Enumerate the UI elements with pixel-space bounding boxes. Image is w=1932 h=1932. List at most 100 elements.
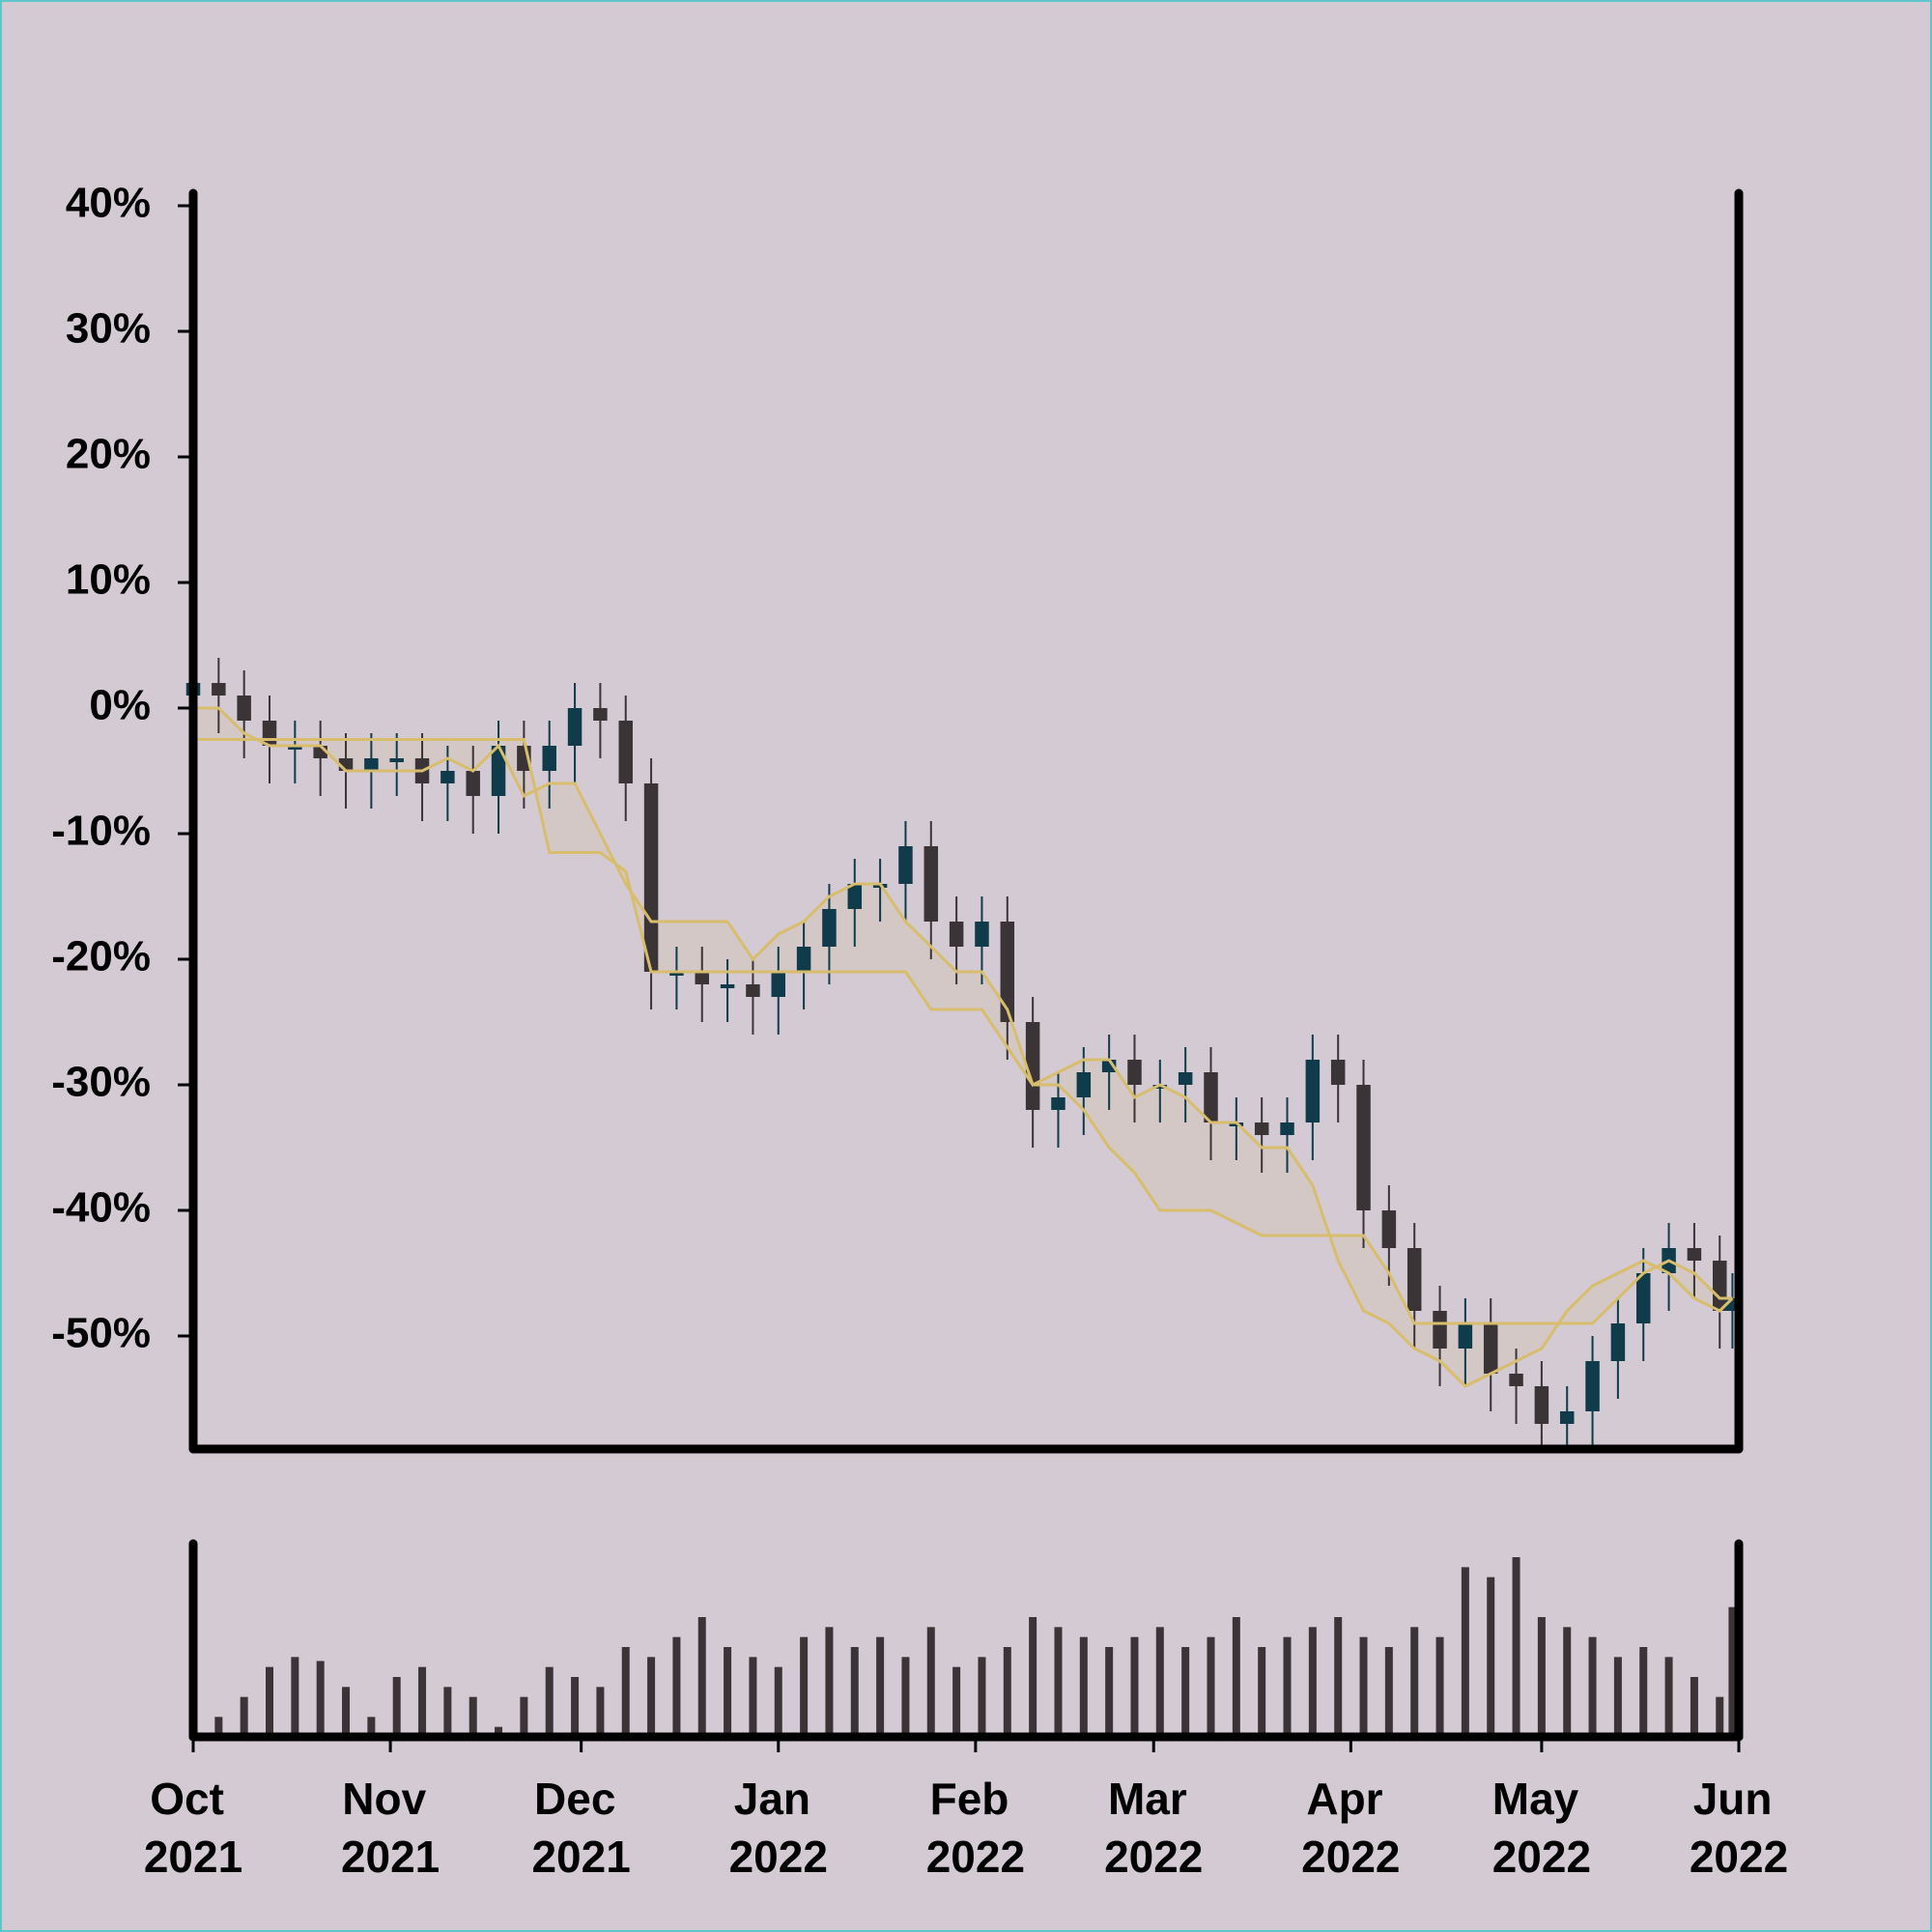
volume-bar <box>1690 1677 1698 1737</box>
candle-body <box>898 846 913 884</box>
volume-bar <box>266 1666 274 1737</box>
candle-body <box>1534 1386 1549 1424</box>
volume-bar <box>1258 1647 1266 1737</box>
volume-bar <box>901 1657 910 1737</box>
volume-bar <box>469 1696 477 1737</box>
candle-body <box>1483 1323 1498 1374</box>
candle-body <box>975 922 989 947</box>
candle-body <box>1585 1361 1600 1411</box>
candle-body <box>1559 1411 1575 1424</box>
volume-bar <box>1588 1636 1597 1737</box>
volume-bar <box>1079 1636 1088 1737</box>
volume-bar <box>596 1687 605 1737</box>
candle-body <box>1051 1097 1065 1110</box>
candle-body <box>212 683 226 696</box>
volume-bar <box>316 1661 325 1737</box>
x-tick-label: Feb 2022 <box>926 1774 1025 1882</box>
volume-bar <box>1359 1636 1368 1737</box>
volume-bar <box>1384 1647 1393 1737</box>
candle-body <box>720 984 735 988</box>
candle-body <box>1509 1374 1523 1386</box>
volume-bar <box>1563 1627 1572 1737</box>
y-tick-label: 10% <box>66 556 151 604</box>
candle-body <box>822 909 837 947</box>
volume-bar <box>1207 1636 1215 1737</box>
candle-body <box>593 708 608 721</box>
candle-body <box>618 721 633 783</box>
volume-bar <box>1003 1647 1011 1737</box>
volume-bar <box>495 1726 503 1737</box>
volume-bar <box>1728 1606 1737 1737</box>
candle-body <box>1025 1022 1040 1110</box>
volume-bar <box>520 1696 528 1737</box>
volume-bar <box>774 1666 782 1737</box>
x-tick-label: Jan 2022 <box>729 1774 828 1882</box>
candle-body <box>567 708 582 746</box>
y-tick-label: 30% <box>66 305 151 353</box>
volume-bar <box>1512 1557 1520 1737</box>
volume-bar <box>545 1666 554 1737</box>
candle-body <box>746 984 760 997</box>
volume-bar <box>214 1717 223 1737</box>
plot-area: 40% 30% 20% 10% 0% -10% -20% -30% -40% -50% Oct 20… <box>51 180 1788 1883</box>
candle-body <box>1458 1323 1473 1349</box>
candle-body <box>288 746 302 750</box>
volume-bar <box>443 1687 452 1737</box>
indicator-line <box>193 738 1733 1325</box>
candle-body <box>1204 1072 1218 1122</box>
volume-bar <box>1639 1647 1648 1737</box>
candle-body <box>1433 1311 1447 1349</box>
x-tick-label: Oct 2021 <box>144 1774 242 1882</box>
volume-bar <box>342 1687 351 1737</box>
volume-bar <box>1130 1636 1139 1737</box>
candle-body <box>389 758 404 762</box>
volume-bar <box>1232 1617 1240 1737</box>
candle-body <box>1076 1072 1092 1097</box>
x-tick-label: Dec 2021 <box>531 1774 630 1882</box>
volume-bar <box>392 1677 401 1737</box>
y-tick-label: -10% <box>51 808 151 855</box>
volume-bar <box>291 1657 299 1737</box>
volume-bar <box>1410 1627 1419 1737</box>
volume-bar <box>1029 1617 1037 1737</box>
candle-body <box>1127 1060 1142 1085</box>
y-tick-label: -30% <box>51 1059 151 1106</box>
volume-bar <box>825 1627 834 1737</box>
volume-bar <box>926 1627 935 1737</box>
candle-body <box>847 884 863 909</box>
candle-body <box>1330 1060 1346 1085</box>
volume-bar <box>1537 1617 1546 1737</box>
volume-bar <box>647 1657 656 1737</box>
volume-bar <box>418 1666 427 1737</box>
volume-bar <box>850 1647 859 1737</box>
volume-bar <box>978 1657 986 1737</box>
candle-body <box>669 972 684 976</box>
candle-body <box>364 758 379 771</box>
y-tick-label: 0% <box>89 682 151 729</box>
volume-bar <box>1054 1627 1063 1737</box>
volume-bar <box>1487 1577 1495 1737</box>
volume-bar <box>749 1657 757 1737</box>
candle-body <box>1635 1273 1651 1323</box>
candle-body <box>466 771 480 796</box>
y-tick-label: -40% <box>51 1184 151 1232</box>
candle-body <box>1152 1085 1168 1089</box>
candle-body <box>440 771 455 783</box>
candle-body <box>1000 922 1015 1022</box>
candle-body <box>237 696 251 721</box>
volume-bar <box>697 1617 706 1737</box>
volume-bar <box>952 1666 961 1737</box>
y-tick-label: 40% <box>66 180 151 227</box>
volume-bar <box>1155 1627 1164 1737</box>
volume-bar <box>621 1647 630 1737</box>
volume-bar <box>1334 1617 1343 1737</box>
volume-bar <box>724 1647 732 1737</box>
volume-bar <box>367 1717 376 1737</box>
candle-body <box>1381 1210 1397 1248</box>
x-tick-label: Apr 2022 <box>1301 1774 1400 1882</box>
volume-bar <box>1105 1647 1114 1737</box>
candle-body <box>1610 1323 1626 1361</box>
y-tick-label: -50% <box>51 1310 151 1357</box>
candle-body <box>1356 1085 1371 1210</box>
